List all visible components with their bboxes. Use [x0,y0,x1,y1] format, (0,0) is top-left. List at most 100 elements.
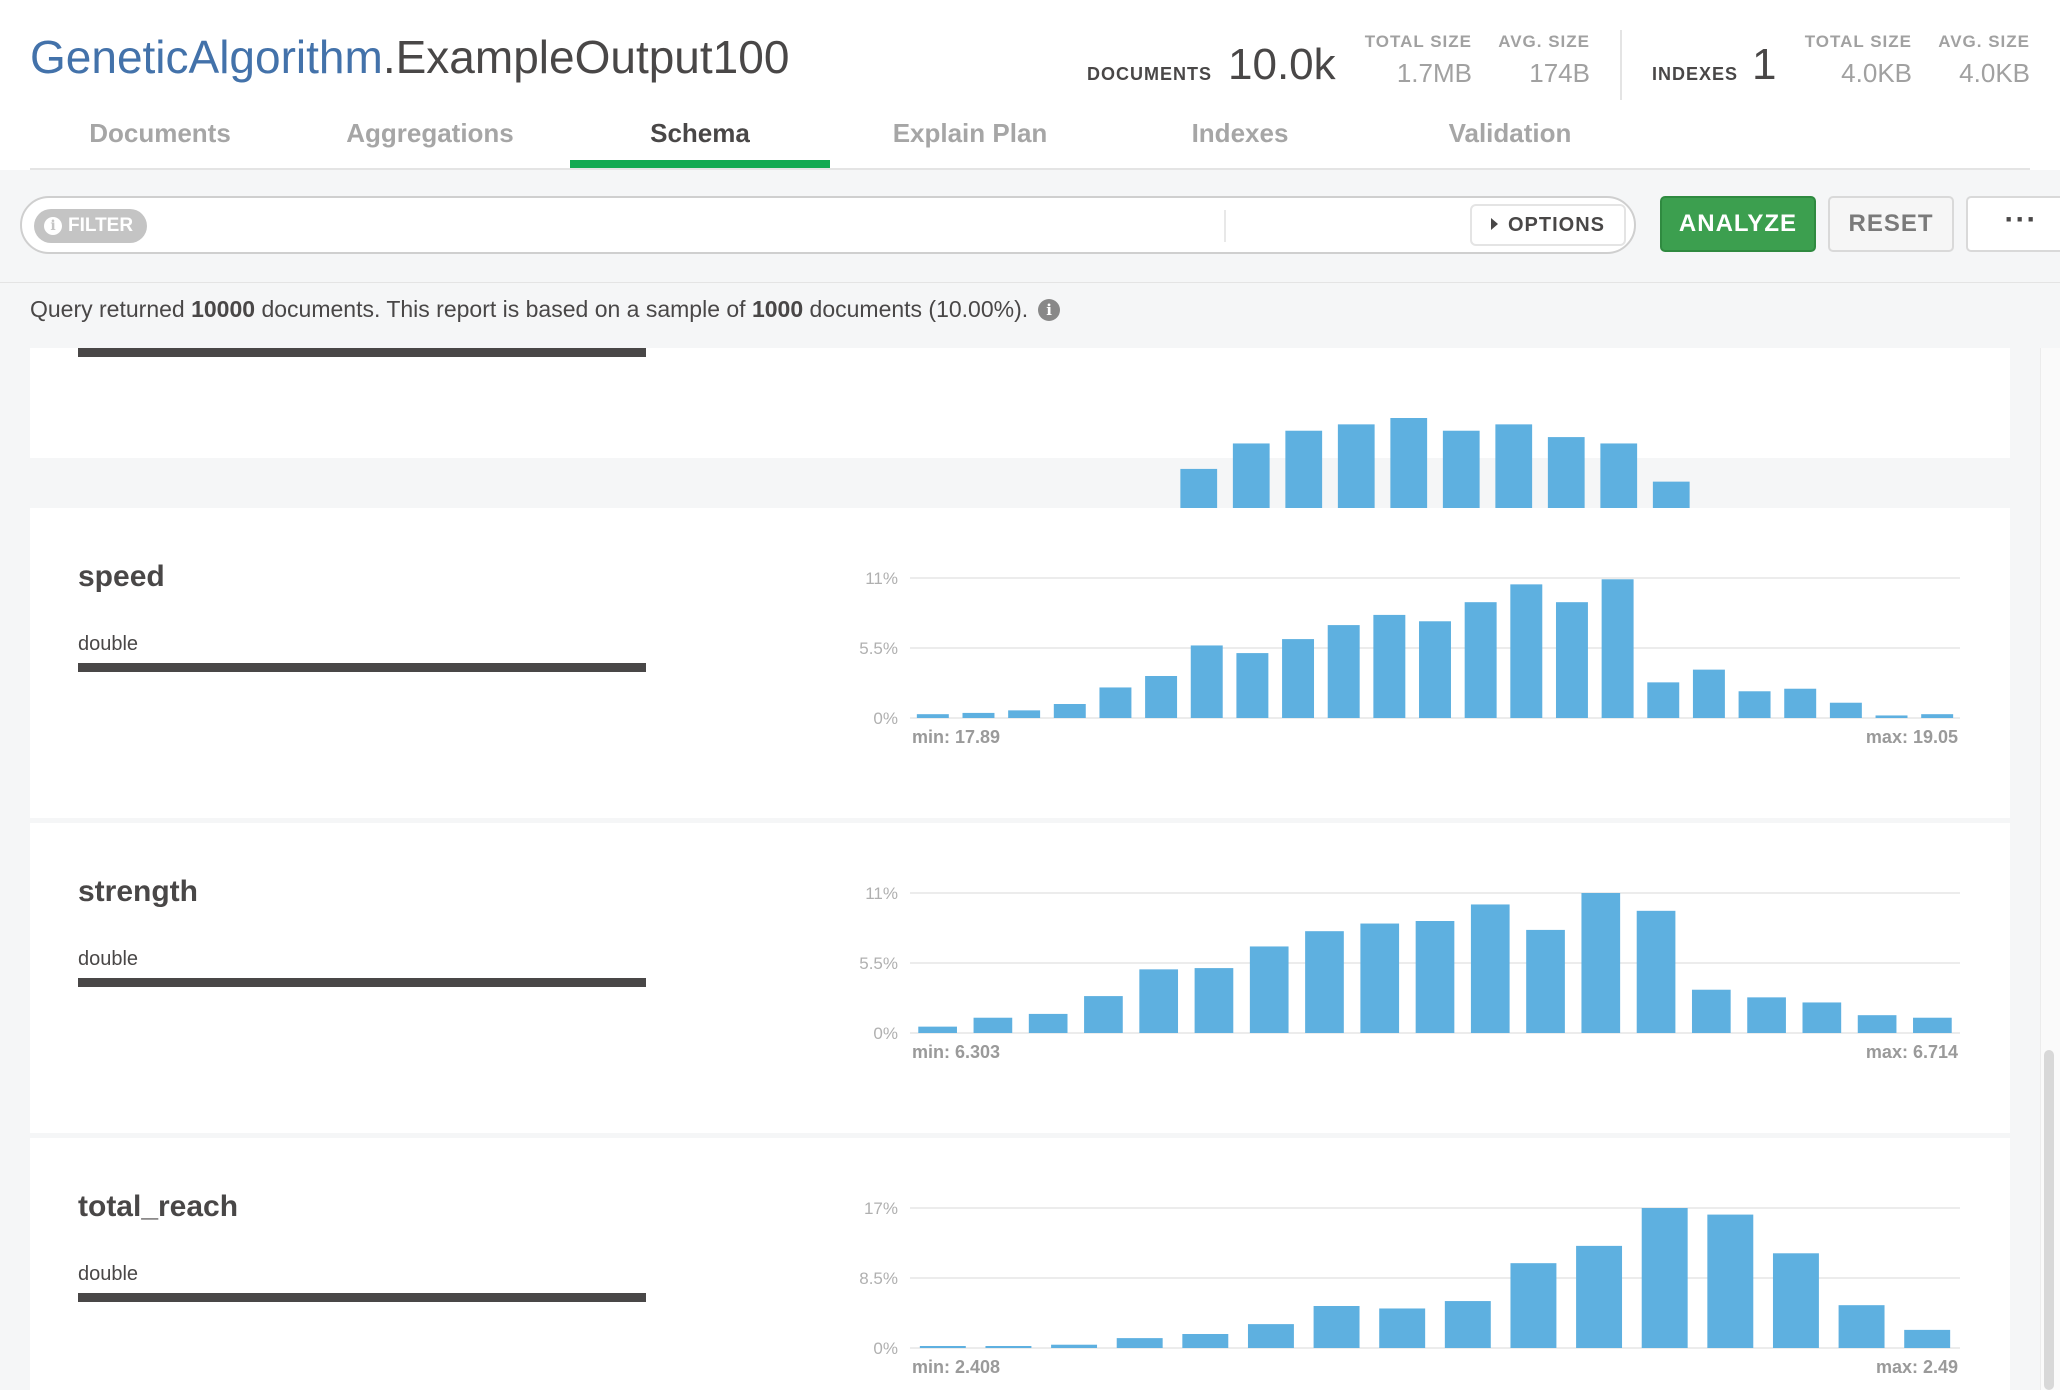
type-distribution-bar[interactable] [78,1293,646,1302]
histogram-bar[interactable] [1692,669,1725,718]
scrollbar-thumb[interactable] [2044,1050,2054,1390]
histogram-bar[interactable] [1327,625,1360,718]
histogram-bar[interactable] [918,1026,957,1033]
histogram-bar[interactable] [1145,676,1178,718]
field-type: double [78,633,139,655]
histogram-bar[interactable] [1282,639,1315,718]
histogram-bar[interactable] [1707,1214,1754,1348]
field-histogram[interactable]: 11% 5.5% 0% min: 17.89 max: 19.05 [810,508,2010,818]
histogram-bar[interactable] [1857,1015,1897,1033]
schema-field: 0%min: 0.978max: 1.082 [30,348,2010,587]
type-distribution-bar[interactable] [78,348,646,357]
histogram-bar[interactable] [1305,931,1344,1033]
tab-schema[interactable]: Schema [650,118,750,148]
histogram-bar[interactable] [1510,1263,1557,1348]
analyze-button[interactable]: ANALYZE [1660,196,1816,252]
histogram-bar[interactable] [1784,688,1817,718]
type-distribution-bar[interactable] [78,663,646,672]
stats-divider [1620,30,1622,100]
histogram-bar[interactable] [1802,1002,1842,1033]
histogram-bar[interactable] [1182,1334,1229,1348]
histogram-bar[interactable] [1510,584,1543,718]
histogram-bar[interactable] [1470,904,1510,1033]
indexes-label: INDEXES [1652,64,1739,84]
filter-label: FILTER [68,215,134,236]
indexes-count: 1 [1752,40,1777,89]
histogram-bar[interactable] [1360,923,1400,1033]
histogram-bar[interactable] [1379,1308,1426,1348]
histogram-bar[interactable] [1464,602,1497,718]
documents-total-size: 1.7MB [1396,58,1472,88]
histogram-bar[interactable] [916,714,949,718]
histogram-bar[interactable] [1913,1017,1952,1033]
histogram-bar[interactable] [1051,1344,1098,1348]
histogram-bar[interactable] [1747,997,1786,1033]
histogram-bar[interactable] [1139,969,1179,1033]
query-summary: Query returned 10000 documents. This rep… [30,296,1061,323]
histogram-bar[interactable] [1691,989,1731,1033]
min-label: min: 6.303 [912,1042,1000,1062]
histogram-bar[interactable] [985,1346,1032,1348]
filter-label-pill: i FILTER [34,209,148,243]
y-tick-label: 0% [873,709,898,728]
field-histogram[interactable]: 17% 8.5% 0% min: 2.408 max: 2.49 [810,1138,2010,1390]
filter-separator [1224,210,1226,242]
histogram-bar[interactable] [962,712,995,718]
tab-explain-plan[interactable]: Explain Plan [892,118,1048,148]
histogram-bar[interactable] [1099,687,1132,718]
histogram-bar[interactable] [1829,702,1862,718]
filter-input[interactable] [162,206,1226,246]
histogram-bar[interactable] [919,1346,966,1348]
histogram-bar[interactable] [1053,704,1086,718]
y-tick-label: 8.5% [859,1269,898,1288]
tab-indexes[interactable]: Indexes [1191,118,1289,148]
database-name[interactable]: GeneticAlgorithm [30,31,383,83]
histogram-bar[interactable] [1028,1013,1068,1033]
more-options-button[interactable]: ··· [1966,196,2060,252]
histogram-bar[interactable] [1190,645,1223,718]
histogram-bar[interactable] [1415,921,1455,1033]
histogram-bar[interactable] [1772,1253,1819,1348]
histogram-bar[interactable] [1581,893,1621,1033]
histogram-bar[interactable] [1373,614,1406,718]
histogram-bar[interactable] [1236,653,1269,718]
histogram-bar[interactable] [1526,929,1565,1033]
histogram-bar[interactable] [1194,968,1234,1033]
histogram-bar[interactable] [1576,1245,1623,1348]
info-icon[interactable]: i [1038,298,1061,321]
options-button[interactable]: OPTIONS [1470,204,1626,246]
tab-documents[interactable]: Documents [89,118,231,148]
histogram-bar[interactable] [1838,1305,1885,1348]
histogram-bar[interactable] [1249,946,1289,1033]
max-label: max: 19.05 [1866,727,1958,747]
histogram-bar[interactable] [1444,1301,1491,1348]
min-label: min: 17.89 [912,727,1000,747]
max-label: max: 6.714 [1866,1042,1958,1062]
histogram-bar[interactable] [1641,1208,1688,1348]
histogram-bar[interactable] [1921,714,1954,718]
type-distribution-bar[interactable] [78,978,646,987]
histogram-bar[interactable] [1419,621,1451,718]
histogram-bar[interactable] [1008,710,1041,718]
histogram-bar[interactable] [1084,996,1123,1033]
histogram-bar[interactable] [1738,691,1771,718]
tab-validation[interactable]: Validation [1448,118,1572,148]
reset-button[interactable]: RESET [1828,196,1954,252]
histogram-bar[interactable] [1555,602,1588,718]
histogram-bar[interactable] [1313,1306,1360,1348]
histogram-bar[interactable] [1116,1338,1163,1348]
histogram-bar[interactable] [1636,910,1676,1033]
documents-avg-size: 174B [1529,58,1590,88]
info-icon: i [44,217,62,235]
histogram-bar[interactable] [973,1017,1013,1033]
histogram-bar[interactable] [1601,579,1634,718]
active-tab-indicator [570,160,830,168]
histogram-bar[interactable] [1647,682,1680,718]
histogram-bar[interactable] [1904,1329,1951,1348]
tab-aggregations[interactable]: Aggregations [346,118,514,148]
field-histogram[interactable]: 11% 5.5% 0% min: 6.303 max: 6.714 [810,823,2010,1133]
histogram-bar[interactable] [1247,1324,1294,1348]
y-tick-label: 0% [873,1024,898,1043]
documents-avg-size-label: AVG. SIZE [1498,32,1590,51]
histogram-bar[interactable] [1875,715,1908,718]
